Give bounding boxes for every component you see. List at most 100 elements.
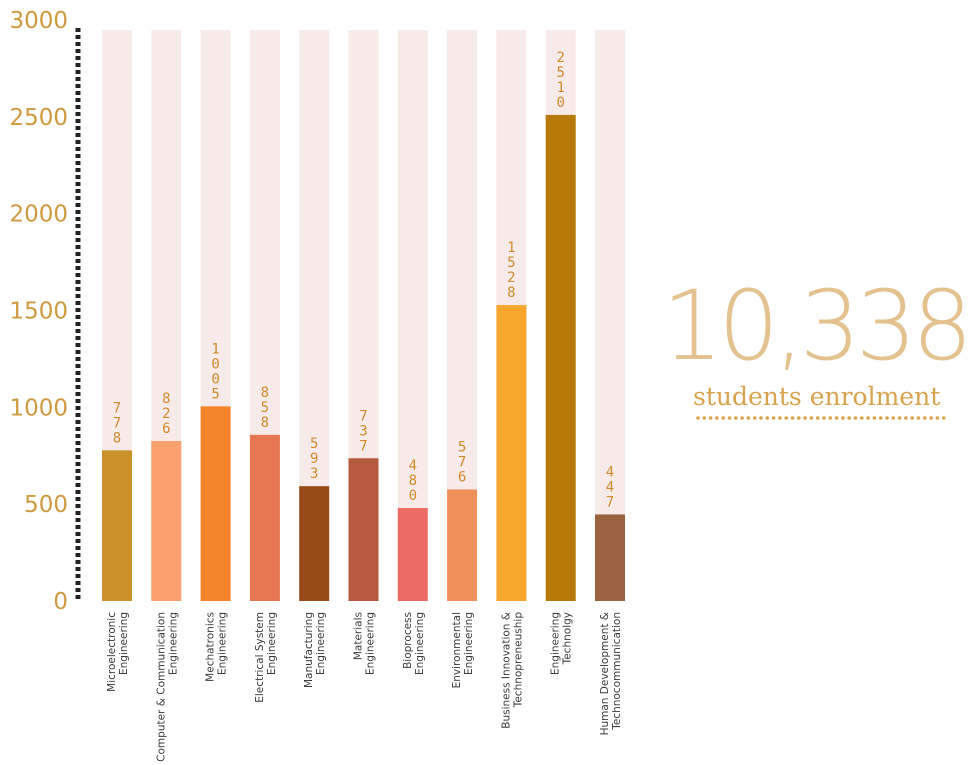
underline-dot bbox=[910, 416, 914, 420]
underline-dot bbox=[752, 416, 757, 420]
bar bbox=[348, 458, 379, 601]
svg-text:MaterialsEngineering: MaterialsEngineering bbox=[353, 612, 377, 675]
bar bbox=[447, 489, 478, 601]
underline-dot bbox=[860, 416, 864, 420]
underline-dot bbox=[727, 416, 732, 420]
underline-dot bbox=[809, 416, 814, 420]
x-tick-label: Human Development &Technocommunication bbox=[599, 612, 623, 735]
underline-dot bbox=[790, 416, 795, 420]
underline-dot bbox=[929, 416, 933, 420]
underline-dot bbox=[847, 416, 851, 420]
underline-dot bbox=[904, 416, 908, 420]
bar bbox=[397, 508, 428, 601]
underline-dot bbox=[696, 416, 700, 420]
y-tick-label: 1500 bbox=[9, 299, 68, 325]
underline-dot bbox=[759, 416, 763, 420]
bar-track bbox=[595, 30, 625, 601]
x-tick-label: Computer & CommunicationEngineering bbox=[155, 612, 179, 762]
x-tick-label: MicroelectronicEngineering bbox=[106, 612, 130, 692]
svg-text:EngineeringTechnolgy: EngineeringTechnolgy bbox=[550, 612, 574, 675]
bar bbox=[299, 486, 330, 601]
underline-dot bbox=[746, 416, 751, 420]
total-enrolment-caption: students enrolment bbox=[693, 382, 941, 411]
underline-dot bbox=[923, 416, 927, 420]
x-tick-label: Business Innovation &Technopreneuship bbox=[500, 612, 524, 729]
y-tick-label: 0 bbox=[53, 589, 68, 615]
underline-dot bbox=[708, 416, 713, 420]
underline-dot bbox=[765, 416, 770, 420]
underline-dot bbox=[803, 416, 807, 420]
y-axis: 0 500 1000 1500 2000 2500 3000 bbox=[9, 8, 81, 615]
y-tick-label: 500 bbox=[24, 492, 68, 518]
x-tick-label: BioprocessEngineering bbox=[402, 612, 426, 675]
underline-dot bbox=[828, 416, 833, 420]
underline-dot bbox=[797, 416, 801, 420]
value-labels: 7 7 8 8 2 6 1 0 0 5 8 5 8 5 9 3 7 3 7 4 8 0 5 7 6 1 5 2 8 2 5 1 0 4 4 7 bbox=[113, 50, 614, 511]
bars bbox=[102, 114, 625, 601]
y-tick-label: 2000 bbox=[9, 202, 68, 228]
bar bbox=[151, 441, 182, 601]
x-tick-label: EngineeringTechnolgy bbox=[550, 612, 574, 675]
svg-text:BioprocessEngineering: BioprocessEngineering bbox=[402, 612, 426, 675]
bar-track bbox=[397, 30, 428, 601]
y-tick-label: 1000 bbox=[9, 395, 68, 421]
x-tick-label: Electrical SystemEngineering bbox=[254, 612, 278, 703]
x-tick-label: ManufacturingEngineering bbox=[303, 612, 327, 688]
y-tick-label: 3000 bbox=[9, 8, 68, 34]
svg-text:Electrical SystemEngineering: Electrical SystemEngineering bbox=[254, 612, 278, 703]
bar bbox=[200, 406, 231, 601]
underline-dot bbox=[822, 416, 826, 420]
underline-dot bbox=[778, 416, 782, 420]
bar bbox=[496, 305, 527, 601]
underline-dot bbox=[771, 416, 776, 420]
underline-dot bbox=[916, 416, 921, 420]
bar bbox=[102, 450, 132, 601]
svg-text:MicroelectronicEngineering: MicroelectronicEngineering bbox=[106, 612, 130, 692]
underline-dot bbox=[878, 416, 883, 420]
svg-text:MechatronicsEngineering: MechatronicsEngineering bbox=[205, 612, 229, 682]
enrolment-bar-chart: 0 500 1000 1500 2000 2500 3000 7 7 8 8 2 6 1 0 0 5 8 5 8 5 9… bbox=[9, 8, 625, 762]
underline-dot bbox=[784, 416, 788, 420]
bar bbox=[595, 514, 625, 601]
underline-dot bbox=[853, 416, 858, 420]
svg-text:Human Development &Technocommu: Human Development &Technocommunication bbox=[599, 612, 623, 735]
svg-text:Computer & CommunicationEngine: Computer & CommunicationEngineering bbox=[155, 612, 179, 762]
underline-dot bbox=[702, 416, 707, 420]
underline-dot bbox=[740, 416, 744, 420]
underline-dot bbox=[834, 416, 839, 420]
svg-text:ManufacturingEngineering: ManufacturingEngineering bbox=[303, 612, 327, 688]
x-tick-label: MechatronicsEngineering bbox=[205, 612, 229, 682]
underline-dot bbox=[897, 416, 902, 420]
underline-dot bbox=[721, 416, 725, 420]
x-tick-label: MaterialsEngineering bbox=[353, 612, 377, 675]
underline-dot bbox=[866, 416, 870, 420]
bar bbox=[545, 114, 576, 601]
dotted-underline bbox=[696, 416, 946, 420]
underline-dot bbox=[935, 416, 940, 420]
y-tick-label: 2500 bbox=[9, 105, 68, 131]
total-enrolment-value: 10,338 bbox=[662, 270, 973, 382]
x-tick-label: EnvironmentalEngineering bbox=[451, 612, 475, 688]
x-axis-labels: MicroelectronicEngineering Computer & Com… bbox=[106, 612, 623, 762]
svg-text:EnvironmentalEngineering: EnvironmentalEngineering bbox=[451, 612, 475, 688]
underline-dot bbox=[885, 416, 889, 420]
underline-dot bbox=[941, 416, 946, 420]
bar bbox=[249, 434, 280, 601]
underline-dot bbox=[715, 416, 719, 420]
underline-dot bbox=[872, 416, 877, 420]
underline-dot bbox=[734, 416, 738, 420]
underline-dot bbox=[815, 416, 820, 420]
underline-dot bbox=[891, 416, 896, 420]
svg-text:Business Innovation &Technopre: Business Innovation &Technopreneuship bbox=[500, 612, 524, 729]
